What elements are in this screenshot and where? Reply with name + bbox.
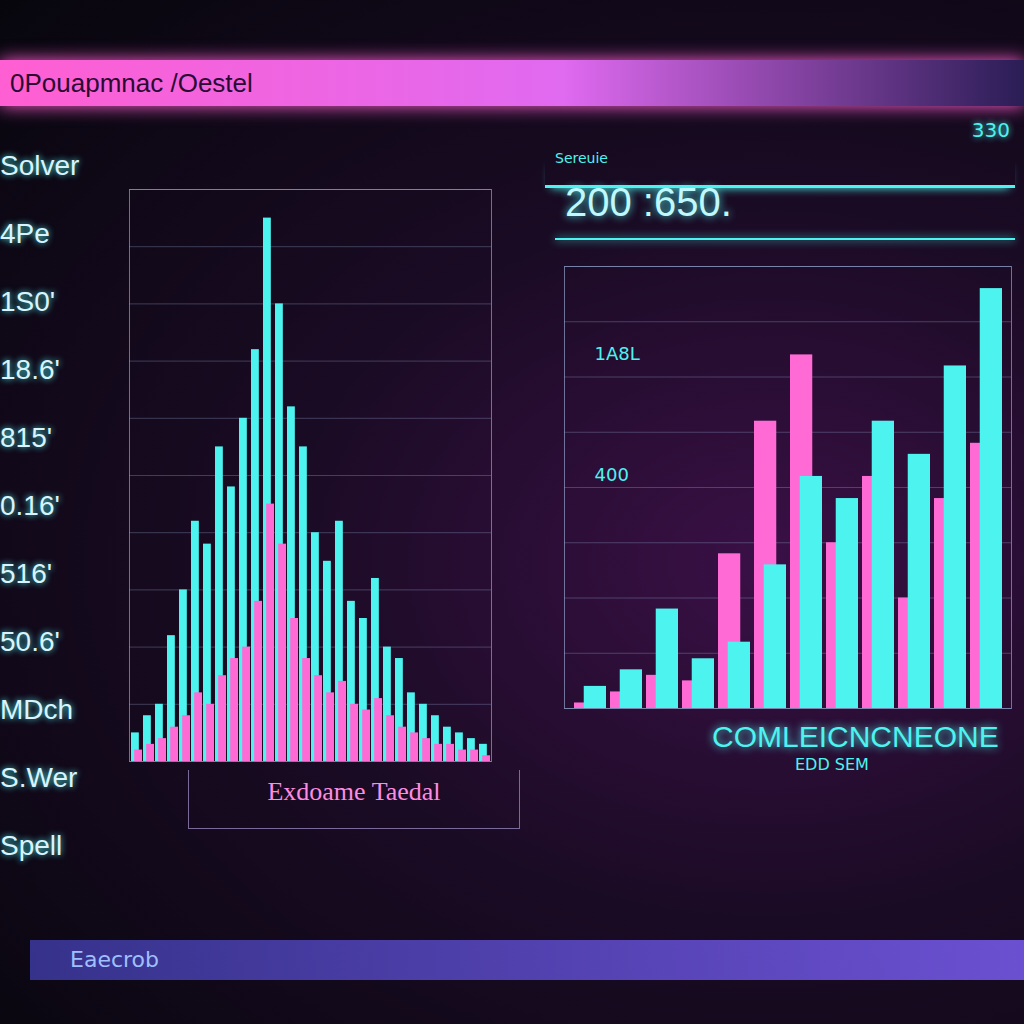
svg-text:400: 400 bbox=[595, 464, 629, 485]
html-text:Exdoame Taedal: Exdoame Taedal bbox=[267, 777, 441, 806]
html-text:516': 516' bbox=[0, 558, 53, 589]
html-text:Spell: Spell bbox=[0, 830, 63, 861]
html-text:0Pouapmnac /Oestel: 0Pouapmnac /Oestel bbox=[10, 68, 253, 98]
html-text:MDch: MDch bbox=[0, 694, 74, 725]
html-text:0.16': 0.16' bbox=[0, 490, 60, 521]
html-text:200 :650.: 200 :650. bbox=[565, 180, 732, 224]
html-text:4Pe: 4Pe bbox=[0, 218, 50, 249]
html-text:50.6': 50.6' bbox=[0, 626, 60, 657]
html-text:S.Wer: S.Wer bbox=[0, 762, 78, 793]
html-text:815': 815' bbox=[0, 422, 53, 453]
html-text:1S0': 1S0' bbox=[0, 286, 56, 317]
html-text:COMLEICNCNEONE: COMLEICNCNEONE bbox=[712, 720, 999, 753]
html-text:EDD SEM: EDD SEM bbox=[795, 755, 869, 774]
html-text:Eaecrob: Eaecrob bbox=[70, 947, 159, 972]
svg-text:1A8L: 1A8L bbox=[595, 343, 640, 364]
html-text:Solver: Solver bbox=[0, 150, 80, 181]
html-text:18.6': 18.6' bbox=[0, 354, 60, 385]
html-text:330: 330 bbox=[971, 118, 1010, 142]
html-text:Sereuie: Sereuie bbox=[555, 150, 608, 166]
